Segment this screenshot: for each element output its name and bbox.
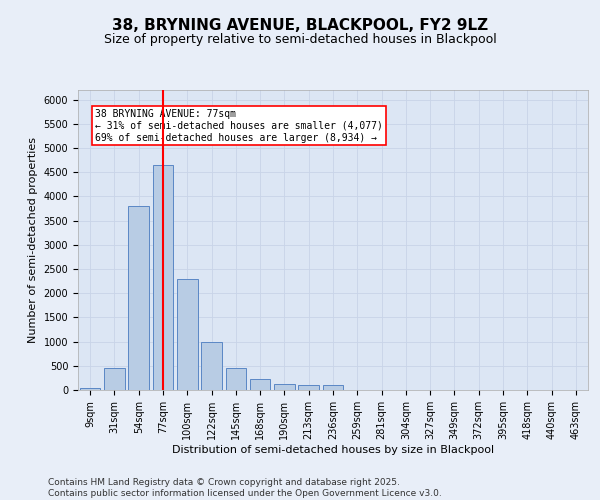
Bar xyxy=(226,368,246,390)
Bar xyxy=(250,379,271,390)
Bar xyxy=(80,388,100,390)
Bar xyxy=(104,368,125,390)
Bar xyxy=(152,165,173,390)
Y-axis label: Number of semi-detached properties: Number of semi-detached properties xyxy=(28,137,38,343)
Bar xyxy=(177,278,197,390)
Bar xyxy=(274,384,295,390)
Bar xyxy=(323,385,343,390)
Text: Contains HM Land Registry data © Crown copyright and database right 2025.
Contai: Contains HM Land Registry data © Crown c… xyxy=(48,478,442,498)
Text: 38, BRYNING AVENUE, BLACKPOOL, FY2 9LZ: 38, BRYNING AVENUE, BLACKPOOL, FY2 9LZ xyxy=(112,18,488,32)
Bar xyxy=(298,385,319,390)
Text: Size of property relative to semi-detached houses in Blackpool: Size of property relative to semi-detach… xyxy=(104,32,496,46)
X-axis label: Distribution of semi-detached houses by size in Blackpool: Distribution of semi-detached houses by … xyxy=(172,444,494,454)
Text: 38 BRYNING AVENUE: 77sqm
← 31% of semi-detached houses are smaller (4,077)
69% o: 38 BRYNING AVENUE: 77sqm ← 31% of semi-d… xyxy=(95,110,383,142)
Bar xyxy=(201,342,222,390)
Bar xyxy=(128,206,149,390)
